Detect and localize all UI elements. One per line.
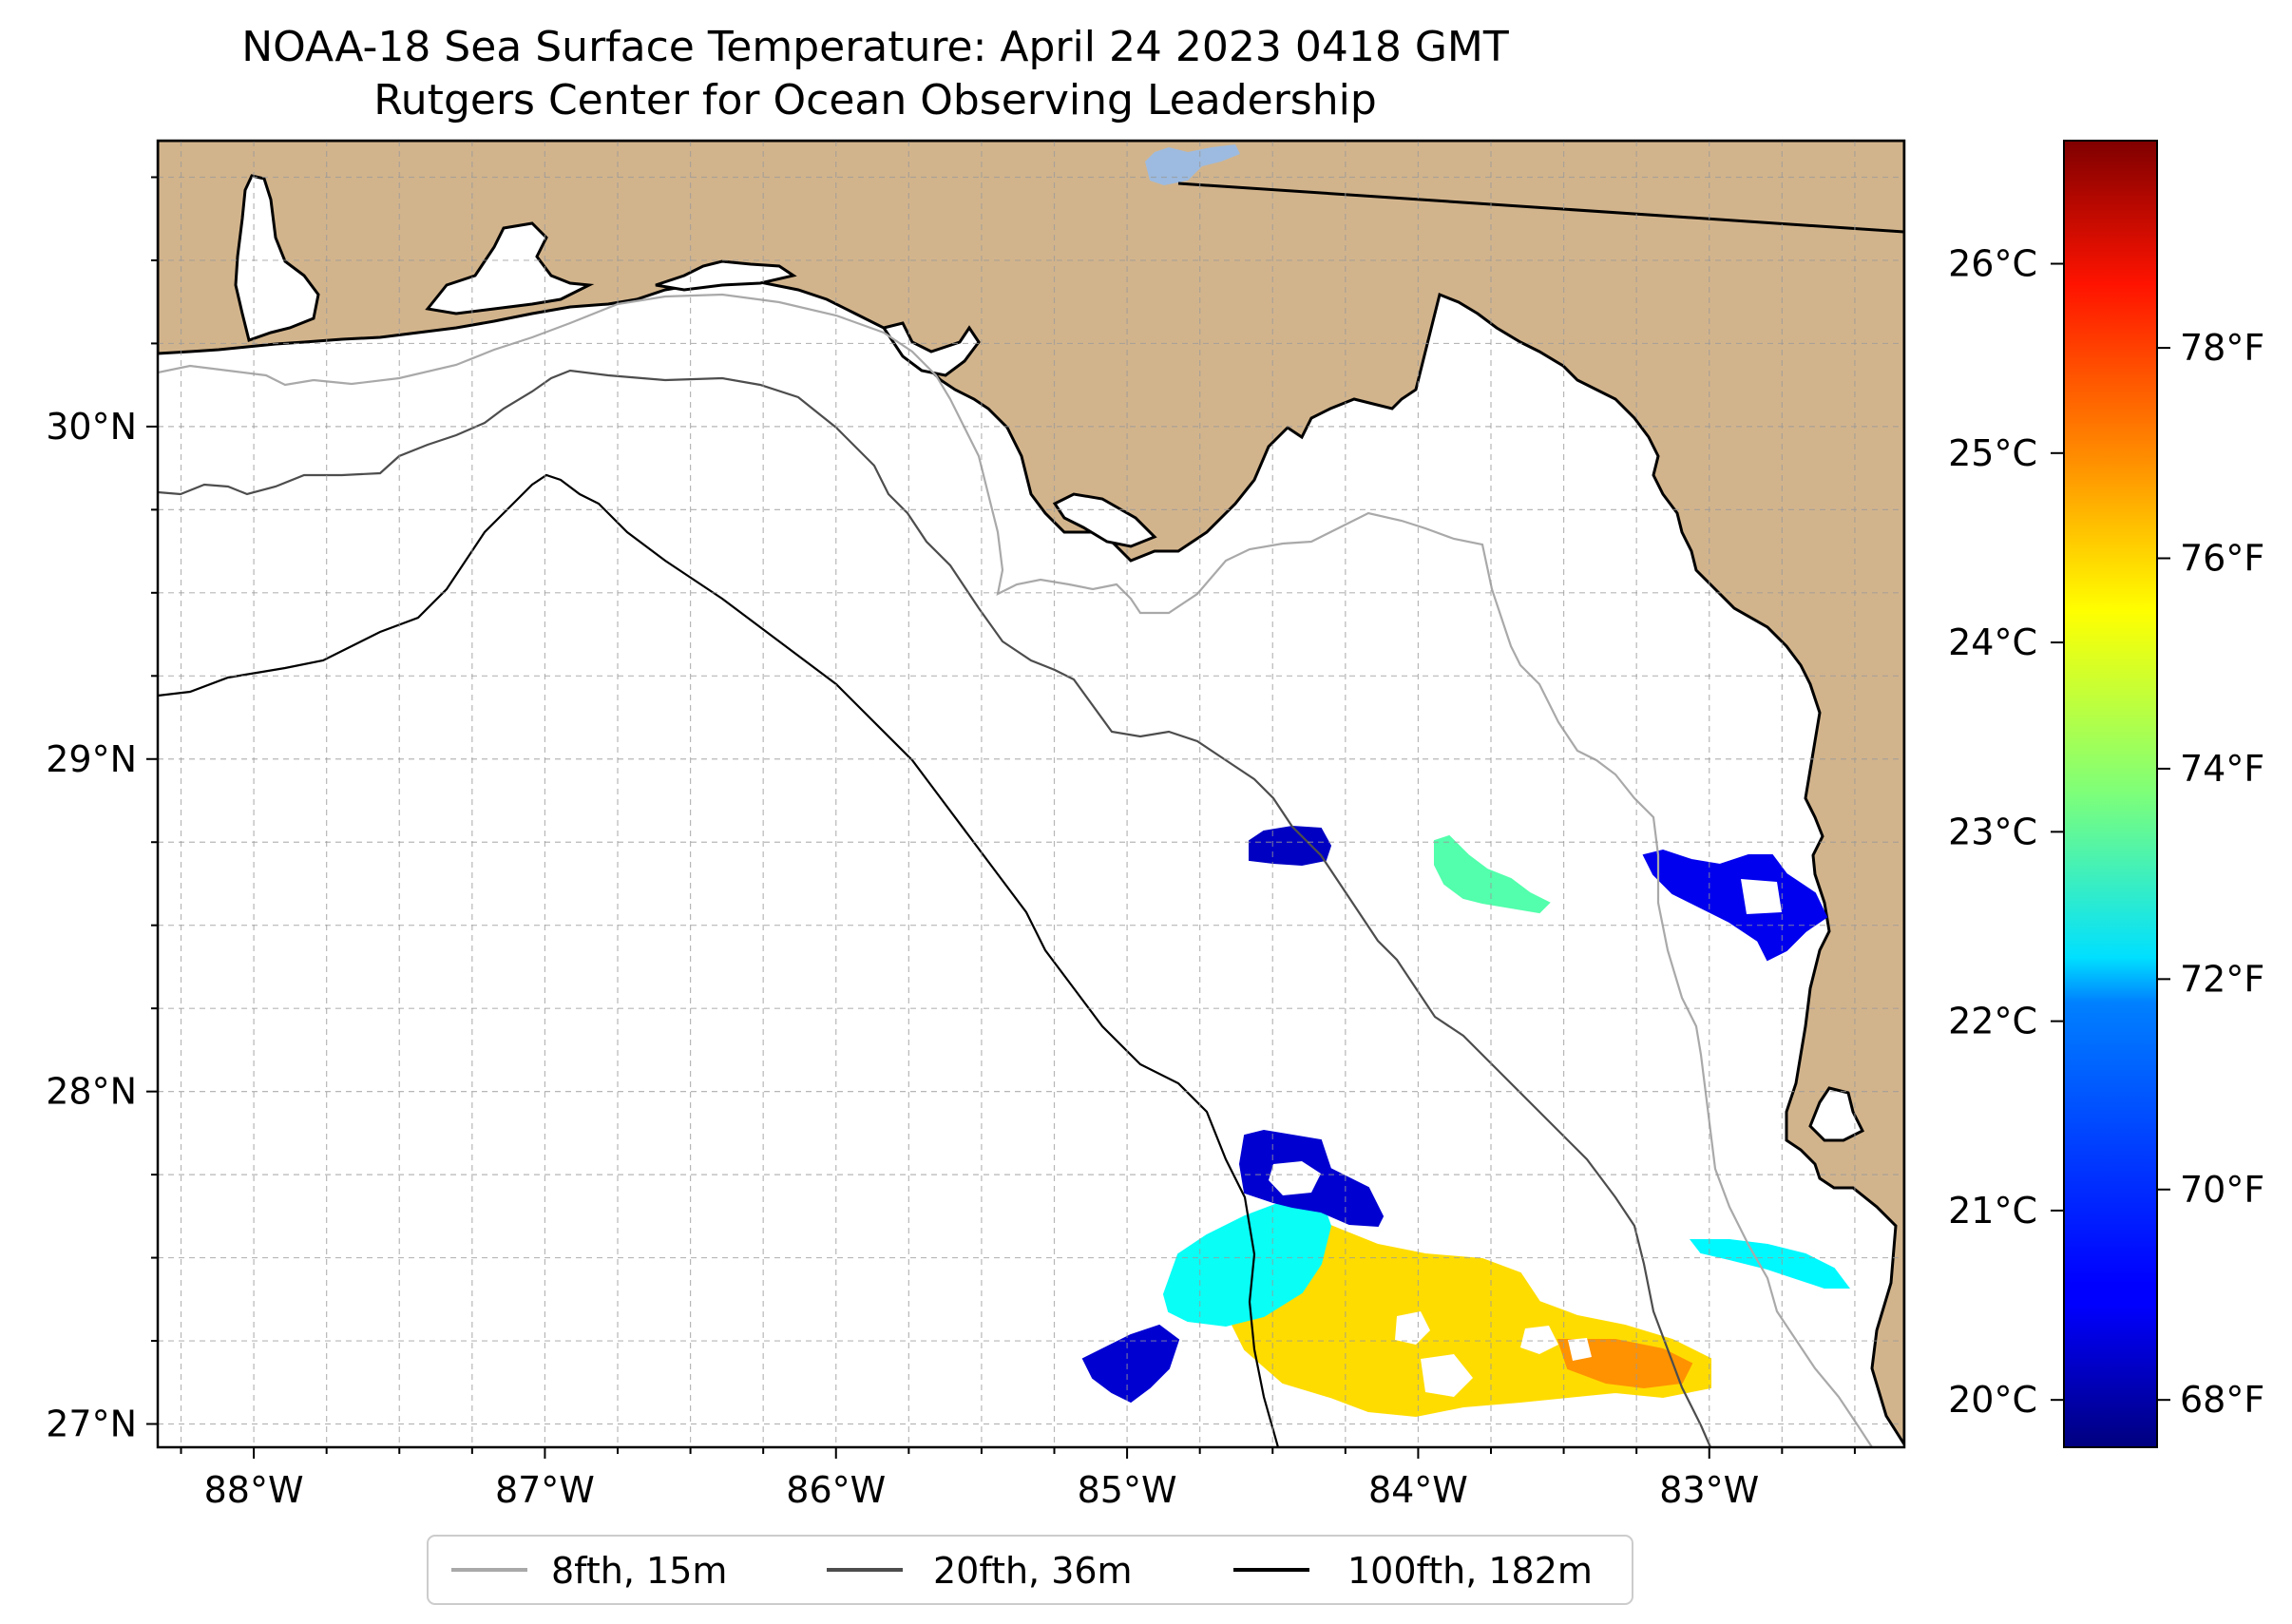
pensacola-bay	[425, 221, 595, 315]
st-andrew-bay	[881, 321, 981, 377]
colorbar-fahrenheit-label: 70°F	[2180, 1169, 2264, 1211]
legend-box	[427, 1535, 1633, 1605]
chart-subtitle: Rutgers Center for Ocean Observing Leade…	[373, 76, 1377, 124]
sst-data-gap	[1269, 1161, 1321, 1195]
sst-data-gap	[1568, 1338, 1592, 1361]
sst-patch-mid-green-patch	[1434, 834, 1551, 914]
isobath-100fth	[158, 473, 1280, 1447]
colorbar-celsius-label: 26°C	[1948, 243, 2037, 285]
state-border	[1177, 182, 1904, 234]
colorbar-celsius-label: 20°C	[1948, 1379, 2037, 1421]
gridlines	[158, 141, 1904, 1447]
map-area	[158, 141, 1904, 1447]
colorbar-celsius-label: 24°C	[1948, 621, 2037, 663]
legend: 8fth, 15m 20fth, 36m 100fth, 182m	[427, 1535, 1633, 1605]
sst-layer	[1081, 825, 1850, 1418]
colorbar-fahrenheit-label: 74°F	[2180, 748, 2264, 790]
sst-patch-southwest-cold-patch	[1081, 1324, 1180, 1404]
apalachicola-bay	[1052, 492, 1157, 548]
sst-data-gap	[1741, 879, 1782, 914]
sst-patch-offshore-cold-patch	[1249, 825, 1332, 867]
colorbar-fahrenheit-label: 68°F	[2180, 1379, 2264, 1421]
lon-tick-label: 86°W	[786, 1469, 886, 1511]
legend-label-20fth: 20fth, 36m	[933, 1550, 1133, 1592]
sst-data-gap	[1395, 1311, 1430, 1345]
sst-patch-nearshore-green-band	[1689, 1239, 1850, 1289]
sst-patch-big-patch-west	[1162, 1197, 1332, 1328]
lat-tick-label: 28°N	[46, 1071, 137, 1113]
lat-tick-label: 27°N	[46, 1404, 137, 1445]
legend-label-100fth: 100fth, 182m	[1347, 1550, 1593, 1592]
isobath-8fth	[158, 293, 1873, 1447]
colorbar-fahrenheit-label: 78°F	[2180, 327, 2264, 369]
colorbar: 20°C 21°C 22°C 23°C 24°C 25°C 26°C 68°F 70°F 72°F…	[1948, 140, 2264, 1448]
isobath-20fth	[158, 369, 1712, 1447]
colorbar-celsius-label: 23°C	[1948, 811, 2037, 852]
sst-patch-big-patch-east	[1557, 1339, 1693, 1389]
map-frame	[156, 139, 1906, 1449]
colorbar-celsius-label: 22°C	[1948, 1001, 2037, 1042]
colorbar-celsius-label: 21°C	[1948, 1190, 2037, 1232]
sst-patch-nearshore-cold-patch	[1642, 849, 1828, 962]
choctawhatchee-bay	[655, 259, 797, 292]
lon-tick-label: 85°W	[1078, 1469, 1177, 1511]
legend-label-8fth: 8fth, 15m	[551, 1550, 727, 1592]
tampa-bay	[1808, 1086, 1865, 1142]
lat-tick-label: 29°N	[46, 738, 137, 780]
lat-tick-label: 30°N	[46, 406, 137, 448]
mobile-bay	[234, 174, 320, 342]
colorbar-celsius-label: 25°C	[1948, 432, 2037, 474]
chart-title: NOAA-18 Sea Surface Temperature: April 2…	[241, 23, 1509, 71]
colorbar-fahrenheit-label: 76°F	[2180, 538, 2264, 580]
lon-tick-label: 84°W	[1368, 1469, 1468, 1511]
sst-data-gap	[1520, 1326, 1558, 1354]
colorbar-fahrenheit-label: 72°F	[2180, 958, 2264, 1000]
lake	[1145, 144, 1240, 185]
lon-tick-label: 83°W	[1659, 1469, 1759, 1511]
sst-data-gap	[1421, 1354, 1473, 1397]
map-axes: 88°W 87°W 86°W 85°W 84°W 83°W 27°N 28°N 29°N 30°N	[46, 176, 1856, 1511]
lon-tick-label: 87°W	[495, 1469, 595, 1511]
colorbar-gradient	[2063, 140, 2158, 1448]
colorbar-ticks: 20°C 21°C 22°C 23°C 24°C 25°C 26°C 68°F 70°F 72°F…	[1948, 243, 2264, 1422]
lon-tick-label: 88°W	[204, 1469, 304, 1511]
